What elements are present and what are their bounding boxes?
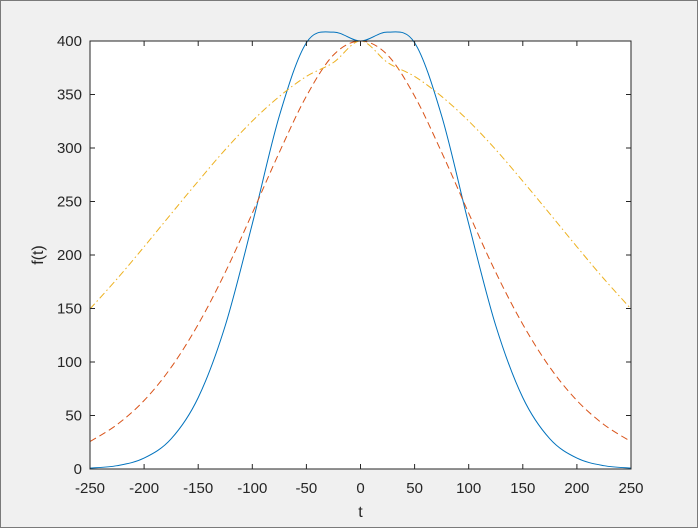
x-tick-label-6: 50 bbox=[406, 480, 423, 497]
x-tick-label-2: -150 bbox=[183, 480, 213, 497]
y-axis-label: f(t) bbox=[30, 245, 47, 265]
x-tick-label-4: -50 bbox=[296, 480, 318, 497]
y-tick-label-4: 200 bbox=[57, 247, 82, 264]
series-line-3 bbox=[89, 40, 632, 310]
y-tick-label-2: 100 bbox=[57, 354, 82, 371]
x-tick-label-0: -250 bbox=[75, 480, 105, 497]
x-tick-label-3: -100 bbox=[237, 480, 267, 497]
x-tick-label-9: 200 bbox=[564, 480, 589, 497]
x-tick-label-5: 0 bbox=[356, 480, 364, 497]
y-tick-label-5: 250 bbox=[57, 194, 82, 211]
plot-area bbox=[90, 41, 631, 469]
y-tick-label-3: 150 bbox=[57, 301, 82, 318]
y-tick-label-7: 350 bbox=[57, 87, 82, 104]
ticks-layer: -250 -200 -150 -100 -50 0 50 100 150 200 250 0 50 100… bbox=[57, 33, 644, 497]
x-tick-label-1: -200 bbox=[129, 480, 159, 497]
y-tick-label-0: 0 bbox=[74, 461, 82, 478]
x-tick-label-7: 100 bbox=[456, 480, 481, 497]
x-tick-label-8: 150 bbox=[510, 480, 535, 497]
x-axis-label: t bbox=[358, 504, 363, 521]
x-tick-label-10: 250 bbox=[618, 480, 643, 497]
y-tick-label-8: 400 bbox=[57, 33, 82, 50]
y-tick-label-1: 50 bbox=[65, 408, 82, 425]
y-tick-label-6: 300 bbox=[57, 140, 82, 157]
